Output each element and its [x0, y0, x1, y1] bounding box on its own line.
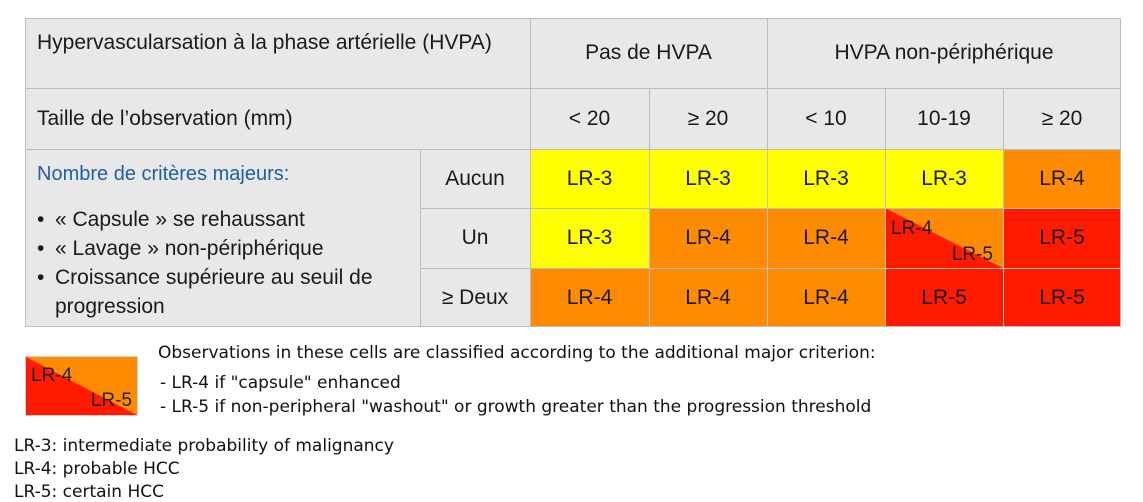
category-cell: LR-4: [767, 268, 885, 327]
category-cell: LR-5: [885, 268, 1003, 327]
group-no-hvpa: Pas de HVPA: [530, 18, 767, 88]
category-cell: LR-3: [767, 149, 885, 208]
legend-swatch-top: LR-4: [31, 365, 72, 387]
category-cell: LR-4: [1003, 149, 1121, 208]
category-cell: LR-5: [1003, 268, 1121, 327]
legend-intro: Observations in these cells are classifi…: [158, 343, 876, 363]
hvpa-header-text: Hypervascularsation à la phase artériell…: [37, 28, 497, 57]
size-col-5: ≥ 20: [1003, 88, 1121, 149]
definition-lr5: LR-5: certain HCC: [14, 482, 164, 502]
size-header-text: Taille de l’observation (mm): [37, 107, 293, 131]
category-cell: LR-4: [530, 268, 649, 327]
group-hvpa-nonperipheral: HVPA non-périphérique: [767, 18, 1121, 88]
size-col-1-text: < 20: [569, 107, 610, 131]
row-label-one-text: Un: [462, 226, 489, 250]
category-text: LR-3: [567, 167, 613, 191]
category-cell: LR-5: [1003, 208, 1121, 268]
group-hvpa-nonperipheral-text: HVPA non-périphérique: [834, 41, 1053, 65]
grid-line: [530, 18, 531, 327]
row-label-two-plus-text: ≥ Deux: [442, 286, 508, 310]
size-col-3-text: < 10: [805, 107, 846, 131]
grid-line: [25, 18, 1121, 19]
criteria-item: Croissance supérieure au seuil de progre…: [33, 263, 395, 321]
grid-line: [25, 149, 1121, 150]
category-text: LR-3: [685, 167, 731, 191]
grid-line: [420, 268, 1121, 269]
legend-swatch: LR-4 LR-5: [25, 356, 138, 416]
lirads-table: Hypervascularsation à la phase artériell…: [25, 18, 1121, 327]
category-text: LR-5: [1039, 226, 1085, 250]
category-text: LR-4: [803, 226, 849, 250]
category-text: LR-3: [803, 167, 849, 191]
grid-line: [885, 88, 886, 327]
hvpa-header-label: Hypervascularsation à la phase artériell…: [25, 18, 530, 88]
category-cell: LR-3: [530, 208, 649, 268]
group-no-hvpa-text: Pas de HVPA: [585, 41, 712, 65]
category-text: LR-3: [567, 226, 613, 250]
size-col-1: < 20: [530, 88, 649, 149]
grid-line: [25, 88, 1121, 89]
category-text: LR-4: [567, 286, 613, 310]
criteria-item: « Lavage » non-périphérique: [33, 234, 395, 263]
size-col-4-text: 10-19: [917, 107, 971, 131]
criteria-list: « Capsule » se rehaussant « Lavage » non…: [33, 205, 395, 321]
size-col-2: ≥ 20: [649, 88, 767, 149]
legend-rule-lr4: - LR-4 if "capsule" enhanced: [160, 373, 401, 393]
category-cell: LR-4: [767, 208, 885, 268]
definition-lr3: LR-3: intermediate probability of malign…: [14, 436, 394, 456]
category-cell: LR-3: [649, 149, 767, 208]
criteria-block: Nombre de critères majeurs: « Capsule » …: [25, 149, 420, 327]
category-text: LR-4: [685, 226, 731, 250]
size-col-5-text: ≥ 20: [1042, 107, 1083, 131]
grid-line: [1003, 88, 1004, 327]
grid-line: [649, 88, 650, 327]
row-label-two-plus: ≥ Deux: [420, 268, 530, 327]
size-col-2-text: ≥ 20: [688, 107, 729, 131]
grid-line: [420, 149, 421, 327]
row-label-one: Un: [420, 208, 530, 268]
category-cell: LR-3: [885, 149, 1003, 208]
size-col-4: 10-19: [885, 88, 1003, 149]
category-text: LR-4: [1039, 167, 1085, 191]
legend-swatch-bottom: LR-5: [91, 390, 132, 412]
grid-line: [25, 326, 1121, 327]
category-text: LR-5: [1039, 286, 1085, 310]
grid-line: [25, 18, 26, 327]
row-label-none: Aucun: [420, 149, 530, 208]
row-label-none-text: Aucun: [445, 167, 505, 191]
category-cell: LR-3: [530, 149, 649, 208]
size-header-label: Taille de l’observation (mm): [25, 88, 530, 149]
category-cell: LR-4: [649, 268, 767, 327]
size-col-3: < 10: [767, 88, 885, 149]
category-text: LR-3: [921, 167, 967, 191]
category-text: LR-4: [803, 286, 849, 310]
criteria-item: « Capsule » se rehaussant: [33, 205, 395, 234]
split-category-bottom: LR-5: [952, 244, 993, 266]
category-text: LR-5: [921, 286, 967, 310]
grid-line: [767, 18, 768, 327]
category-cell: LR-4: [649, 208, 767, 268]
legend-rule-lr5: - LR-5 if non-peripheral "washout" or gr…: [160, 397, 871, 417]
category-text: LR-4: [685, 286, 731, 310]
grid-line: [1120, 18, 1121, 327]
split-category-cell: LR-4 LR-5: [885, 208, 1003, 268]
split-category-top: LR-4: [891, 218, 932, 240]
grid-line: [420, 208, 1121, 209]
definition-lr4: LR-4: probable HCC: [14, 459, 180, 479]
criteria-title: Nombre de critères majeurs:: [37, 163, 289, 186]
